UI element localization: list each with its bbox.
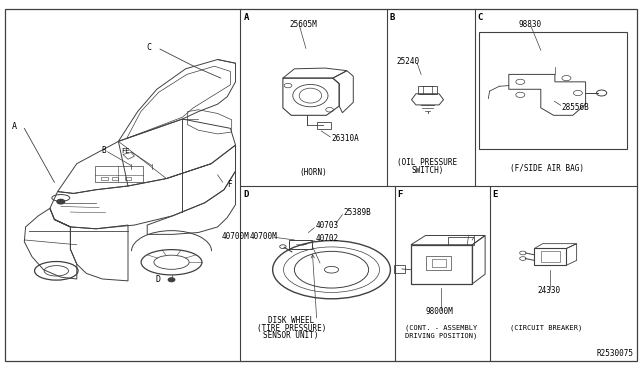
Text: (HORN): (HORN) bbox=[300, 169, 328, 177]
Bar bbox=[479, 32, 627, 149]
Text: A: A bbox=[12, 122, 17, 131]
Bar bbox=[394, 265, 405, 273]
Text: DISK WHEEL: DISK WHEEL bbox=[268, 316, 314, 325]
Text: DRIVING POSITION): DRIVING POSITION) bbox=[406, 332, 477, 339]
Text: E: E bbox=[492, 190, 497, 199]
Text: (CIRCUIT BREAKER): (CIRCUIT BREAKER) bbox=[510, 325, 582, 331]
Bar bbox=[112, 177, 118, 180]
Text: (CONT. - ASSEMBLY: (CONT. - ASSEMBLY bbox=[406, 325, 477, 331]
Bar bbox=[125, 177, 131, 180]
Bar bbox=[418, 86, 437, 94]
Bar bbox=[95, 166, 143, 182]
Bar bbox=[541, 251, 560, 262]
Text: A: A bbox=[244, 13, 249, 22]
Text: 25389B: 25389B bbox=[343, 208, 371, 217]
Text: 40702: 40702 bbox=[316, 234, 339, 243]
Text: C: C bbox=[146, 43, 151, 52]
Bar bbox=[101, 177, 108, 180]
Bar bbox=[426, 256, 451, 270]
Text: R2530075: R2530075 bbox=[596, 349, 634, 358]
Bar bbox=[448, 237, 474, 245]
Text: 24330: 24330 bbox=[538, 286, 561, 295]
Bar bbox=[289, 240, 312, 249]
Text: F: F bbox=[227, 180, 232, 189]
Text: 40700M: 40700M bbox=[222, 232, 250, 241]
Text: B: B bbox=[101, 146, 106, 155]
Text: B: B bbox=[390, 13, 395, 22]
Text: (OIL PRESSURE: (OIL PRESSURE bbox=[397, 158, 458, 167]
Text: 28556B: 28556B bbox=[562, 103, 589, 112]
Text: 25605M: 25605M bbox=[289, 20, 317, 29]
Text: (F/SIDE AIR BAG): (F/SIDE AIR BAG) bbox=[510, 164, 584, 173]
Circle shape bbox=[168, 278, 175, 282]
Text: D: D bbox=[244, 190, 249, 199]
Text: FE: FE bbox=[122, 148, 130, 154]
Text: 26310A: 26310A bbox=[332, 134, 359, 143]
Text: 98830: 98830 bbox=[518, 20, 541, 29]
Bar bbox=[411, 245, 472, 284]
Text: SWITCH): SWITCH) bbox=[412, 166, 444, 174]
Text: (TIRE PRESSURE): (TIRE PRESSURE) bbox=[257, 324, 326, 333]
Text: C: C bbox=[477, 13, 483, 22]
Circle shape bbox=[57, 199, 65, 204]
Bar bbox=[317, 122, 331, 129]
Text: 25240: 25240 bbox=[397, 57, 420, 66]
Bar bbox=[432, 259, 446, 267]
Text: 40700M: 40700M bbox=[250, 232, 277, 241]
Text: SENSOR UNIT): SENSOR UNIT) bbox=[264, 331, 319, 340]
Text: 40703: 40703 bbox=[316, 221, 339, 230]
Text: F: F bbox=[397, 190, 403, 199]
Text: D: D bbox=[155, 275, 160, 284]
Bar bbox=[534, 248, 566, 265]
Text: 98000M: 98000M bbox=[426, 307, 454, 316]
